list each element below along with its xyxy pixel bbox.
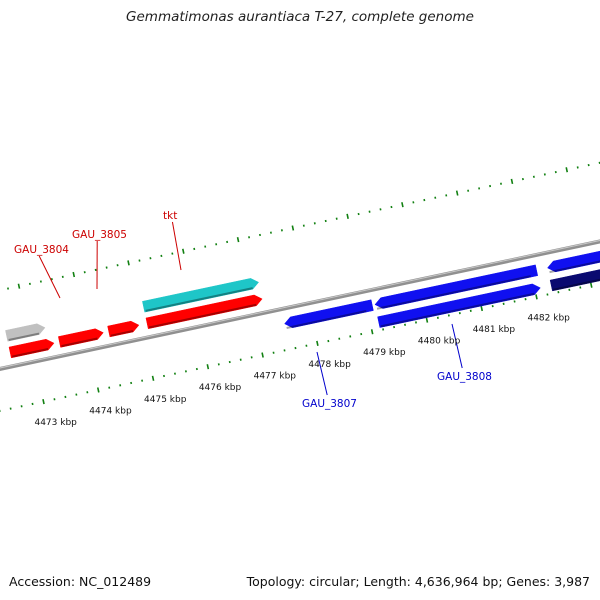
- gene-arrow-shade: [11, 348, 49, 358]
- gene-arrow-shade: [286, 310, 367, 329]
- gene-arrow-shade: [380, 292, 535, 328]
- lower-tick-track: [0, 282, 593, 412]
- gene-arrow: [374, 264, 539, 309]
- major-tick: [480, 305, 484, 312]
- gene-label-tkt: tkt: [163, 210, 177, 222]
- gene-track: [5, 250, 600, 359]
- gene-arrow-gau_3808: [377, 283, 541, 328]
- kbp-label: 4477 kbp: [254, 372, 297, 382]
- kbp-label: 4481 kbp: [473, 325, 516, 335]
- genome-backbone: [0, 239, 600, 371]
- gene-arrow: [5, 323, 46, 342]
- kbp-label: 4482 kbp: [527, 313, 570, 323]
- gene-arrow-shade: [148, 303, 257, 329]
- kbp-label: 4480 kbp: [418, 337, 461, 347]
- genome-summary-text: Topology: circular; Length: 4,636,964 bp…: [246, 574, 590, 589]
- kbp-label: 4476 kbp: [199, 383, 242, 393]
- major-tick: [535, 294, 538, 300]
- gene-label-gau-3807: GAU_3807: [302, 398, 357, 410]
- gene-label-leaders: [38, 221, 463, 396]
- gene-label-gau-3805: GAU_3805: [72, 229, 127, 241]
- gene-arrow: [549, 269, 600, 292]
- major-tick: [182, 248, 185, 254]
- major-tick: [127, 260, 130, 266]
- kbp-labels: 4473 kbp 4474 kbp 4475 kbp 4476 kbp 4477 kbp…: [34, 313, 570, 428]
- gene-arrow-tkt: [145, 294, 263, 330]
- leader-tkt: [171, 221, 182, 271]
- gene-label-gau-3808: GAU_3808: [437, 371, 492, 383]
- major-tick: [236, 237, 240, 243]
- gene-arrow-shade: [61, 337, 98, 348]
- gene-arrow-shade: [549, 260, 600, 274]
- backbone-line: [0, 239, 600, 371]
- backbone-highlight: [0, 239, 600, 369]
- major-tick: [346, 213, 349, 219]
- gene-arrow-shade: [553, 278, 600, 291]
- upper-tick-track: [7, 161, 600, 290]
- gene-arrow-shade: [110, 329, 134, 337]
- gene-arrow-shade: [8, 332, 40, 341]
- gene-arrow: [547, 250, 600, 273]
- gene-arrow-shade: [145, 287, 253, 312]
- leader-gau-3804: [38, 255, 61, 299]
- major-tick: [151, 375, 155, 381]
- leader-gau-3808: [451, 323, 463, 369]
- major-tick: [291, 225, 295, 231]
- kbp-label: 4473 kbp: [34, 418, 77, 428]
- gene-arrow-gau_3804: [58, 328, 104, 348]
- gene-arrow-gau_3807: [284, 299, 374, 328]
- kbp-label: 4474 kbp: [89, 406, 132, 416]
- major-tick: [401, 202, 404, 208]
- major-tick: [510, 178, 514, 185]
- gene-label-gau-3804: GAU_3804: [14, 244, 69, 256]
- major-tick: [261, 352, 264, 358]
- accession-text: Accession: NC_012489: [9, 574, 152, 589]
- gene-arrow: [8, 338, 55, 359]
- gene-arrow-gau_3805: [107, 320, 140, 338]
- leader-gau-3807: [316, 351, 328, 396]
- major-tick: [425, 317, 429, 323]
- gene-arrow: [142, 278, 259, 313]
- major-tick: [565, 167, 569, 173]
- kbp-label: 4475 kbp: [144, 395, 187, 405]
- major-tick: [42, 398, 45, 405]
- major-tick: [72, 271, 76, 278]
- major-tick: [455, 190, 459, 196]
- kbp-label: 4478 kbp: [308, 360, 351, 370]
- major-tick: [96, 387, 100, 393]
- major-tick: [370, 329, 374, 335]
- major-tick: [316, 340, 319, 347]
- kbp-label: 4479 kbp: [363, 348, 406, 358]
- map-title: Gemmatimonas aurantiaca T-27, complete g…: [126, 9, 474, 25]
- major-tick: [206, 364, 210, 370]
- major-tick: [17, 283, 21, 289]
- gene-arrow-shade: [376, 275, 531, 310]
- major-tick: [589, 282, 593, 288]
